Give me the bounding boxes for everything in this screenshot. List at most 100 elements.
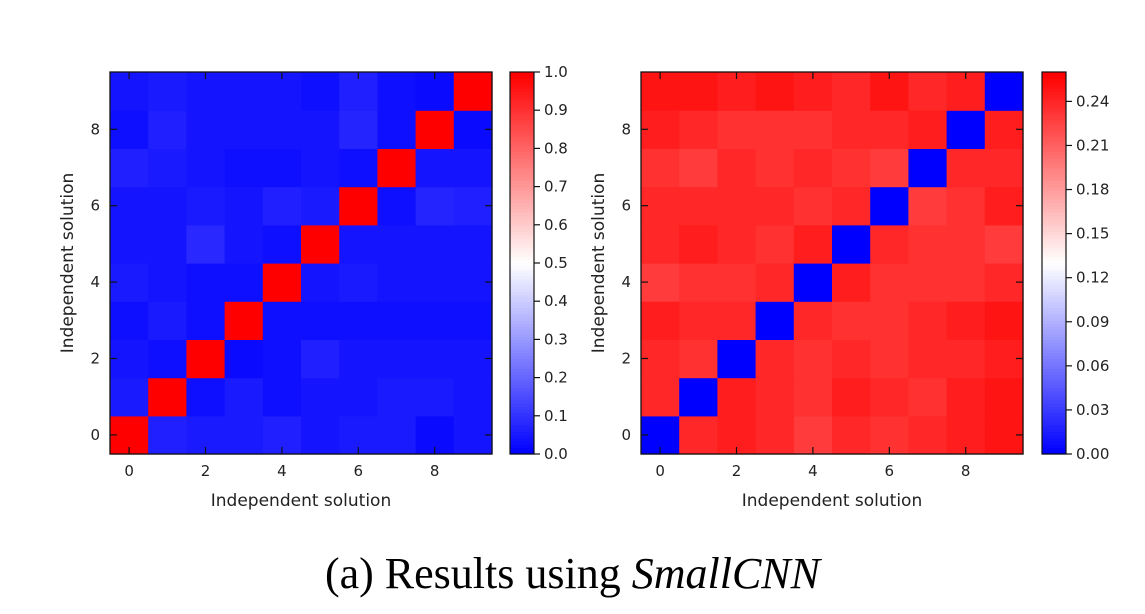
heatmap-cell [793,110,833,149]
heatmap-cell [415,148,455,188]
colorbar-segment [1042,189,1066,194]
colorbar-segment [1042,164,1066,169]
y-tick-label: 6 [621,197,631,215]
heatmap-cell [793,224,833,264]
colorbar-segment [1042,383,1066,388]
colorbar-segment [510,380,534,385]
colorbar-segment [1042,358,1066,363]
colorbar-segment [510,431,534,436]
heatmap-cell [641,377,680,417]
heatmap-cell [148,72,187,111]
heatmap-cell [793,301,833,340]
colorbar-segment [1042,196,1066,200]
heatmap-cell [148,186,187,226]
colorbar-segment [1042,173,1066,178]
heatmap-cell [301,301,340,340]
colorbar-segment [1042,396,1066,401]
colorbar-segment [510,107,534,111]
x-tick-label: 0 [124,462,134,480]
heatmap-cell [186,377,226,417]
colorbar-tick-label: 0.0 [544,445,568,463]
heatmap-cell [832,339,871,379]
colorbar-segment [1042,250,1066,255]
heatmap-cell [301,148,340,188]
heatmap-cell [946,377,986,417]
colorbar-segment [510,247,534,251]
heatmap-cell [415,186,455,226]
heatmap-cell [679,186,718,226]
colorbar-segment [510,364,534,369]
heatmap-cell [186,224,226,264]
colorbar-segment [1042,282,1066,286]
colorbar-segment [1042,269,1066,274]
colorbar-segment [1042,336,1066,340]
colorbar-segment [510,97,534,102]
heatmap-cell [377,224,417,264]
colorbar-segment [1042,145,1066,149]
heatmap-cell [679,263,718,302]
colorbar-segment [510,272,534,277]
colorbar-segment [510,304,534,309]
colorbar-segment [510,234,534,239]
colorbar-segment [510,145,534,149]
colorbar-segment [510,428,534,433]
colorbar-tick-label: 0.00 [1076,445,1109,463]
colorbar-segment [510,164,534,169]
colorbar-segment [1042,186,1066,191]
heatmap-cell [110,301,149,340]
colorbar-segment [510,215,534,220]
heatmap-cell [339,377,378,417]
heatmap-cell [679,301,718,340]
colorbar-segment [1042,298,1066,302]
colorbar-segment [1042,333,1066,337]
heatmap-cell [984,224,1024,264]
heatmap-cell [717,377,757,417]
colorbar-segment [510,329,534,334]
colorbar-segment [510,399,534,404]
colorbar-segment [1042,151,1066,156]
colorbar-segment [1042,110,1066,114]
heatmap-panel-right: 0 2 4 6 8 0 2 4 6 8 Independent solution Independen… [589,71,1109,511]
heatmap-cell [148,377,187,417]
heatmap-cell [984,72,1024,111]
colorbar-segment [510,116,534,121]
colorbar-segment [510,78,534,83]
heatmap-cell [148,415,187,455]
colorbar-tick-label: 0.3 [544,330,568,348]
colorbar-segment [1042,450,1066,455]
colorbar-segment [510,412,534,417]
colorbar-segment [1042,371,1066,376]
colorbar-segment [1042,72,1066,76]
heatmap-cell [908,263,948,302]
colorbar-tick-label: 0.24 [1076,92,1109,110]
colorbar-segment [510,72,534,76]
y-tick-label: 0 [621,426,631,444]
heatmap-cell [755,110,795,149]
colorbar-segment [1042,126,1066,130]
heatmap-cell [453,301,493,340]
heatmap-cell [415,301,455,340]
heatmap-cell [984,377,1024,417]
heatmap-cell [870,148,909,188]
heatmap-cell [148,301,187,340]
colorbar-tick-label: 0.2 [544,369,568,387]
heatmap-cell [301,339,340,379]
colorbar-segment [510,418,534,423]
heatmap-cell [679,224,718,264]
colorbar-segment [510,282,534,286]
heatmap-cell [870,339,909,379]
heatmap-cell [717,263,757,302]
heatmap-cell [755,263,795,302]
heatmap-cell [641,224,680,264]
y-tick-label: 6 [90,197,100,215]
colorbar-segment [1042,272,1066,277]
x-tick-label: 4 [808,462,818,480]
colorbar-segment [510,269,534,274]
colorbar-segment [1042,339,1066,344]
heatmap-cell [946,339,986,379]
colorbar-segment [510,317,534,321]
heatmap-cell [262,377,302,417]
colorbar-segment [510,307,534,312]
colorbar-segment [510,438,534,442]
colorbar-segment [1042,428,1066,433]
